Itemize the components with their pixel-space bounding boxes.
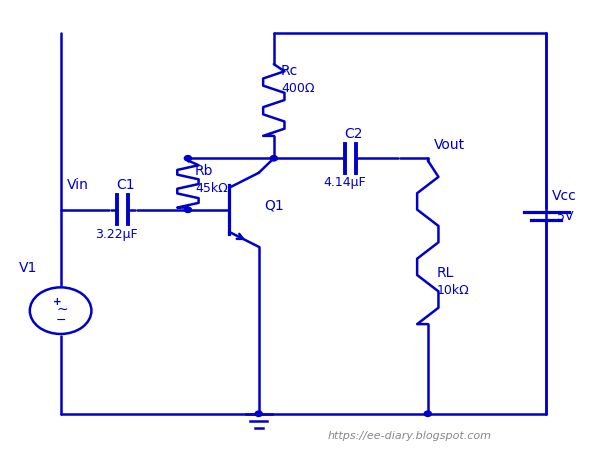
- Text: 4.14μF: 4.14μF: [324, 176, 366, 189]
- Text: https://ee-diary.blogspot.com: https://ee-diary.blogspot.com: [327, 431, 491, 441]
- Circle shape: [424, 411, 431, 416]
- Text: 400Ω: 400Ω: [281, 82, 314, 95]
- Text: C1: C1: [117, 178, 135, 192]
- Text: 45kΩ: 45kΩ: [195, 182, 228, 195]
- Text: RL: RL: [437, 266, 454, 280]
- Text: ~: ~: [57, 302, 68, 316]
- Text: −: −: [55, 314, 66, 327]
- Circle shape: [270, 156, 277, 161]
- Text: Vcc: Vcc: [552, 189, 577, 203]
- Circle shape: [184, 207, 192, 212]
- Text: Vin: Vin: [67, 178, 89, 192]
- Text: C2: C2: [345, 127, 363, 141]
- Text: Rb: Rb: [195, 164, 214, 178]
- Circle shape: [184, 156, 192, 161]
- Text: 5V: 5V: [557, 210, 574, 223]
- Text: Rc: Rc: [281, 64, 298, 78]
- Text: Q1: Q1: [265, 198, 284, 212]
- Text: Vout: Vout: [434, 138, 465, 152]
- Text: 10kΩ: 10kΩ: [437, 284, 469, 297]
- Text: V1: V1: [19, 261, 37, 275]
- Text: +: +: [53, 297, 61, 307]
- Circle shape: [255, 411, 262, 416]
- Text: 3.22μF: 3.22μF: [96, 228, 138, 241]
